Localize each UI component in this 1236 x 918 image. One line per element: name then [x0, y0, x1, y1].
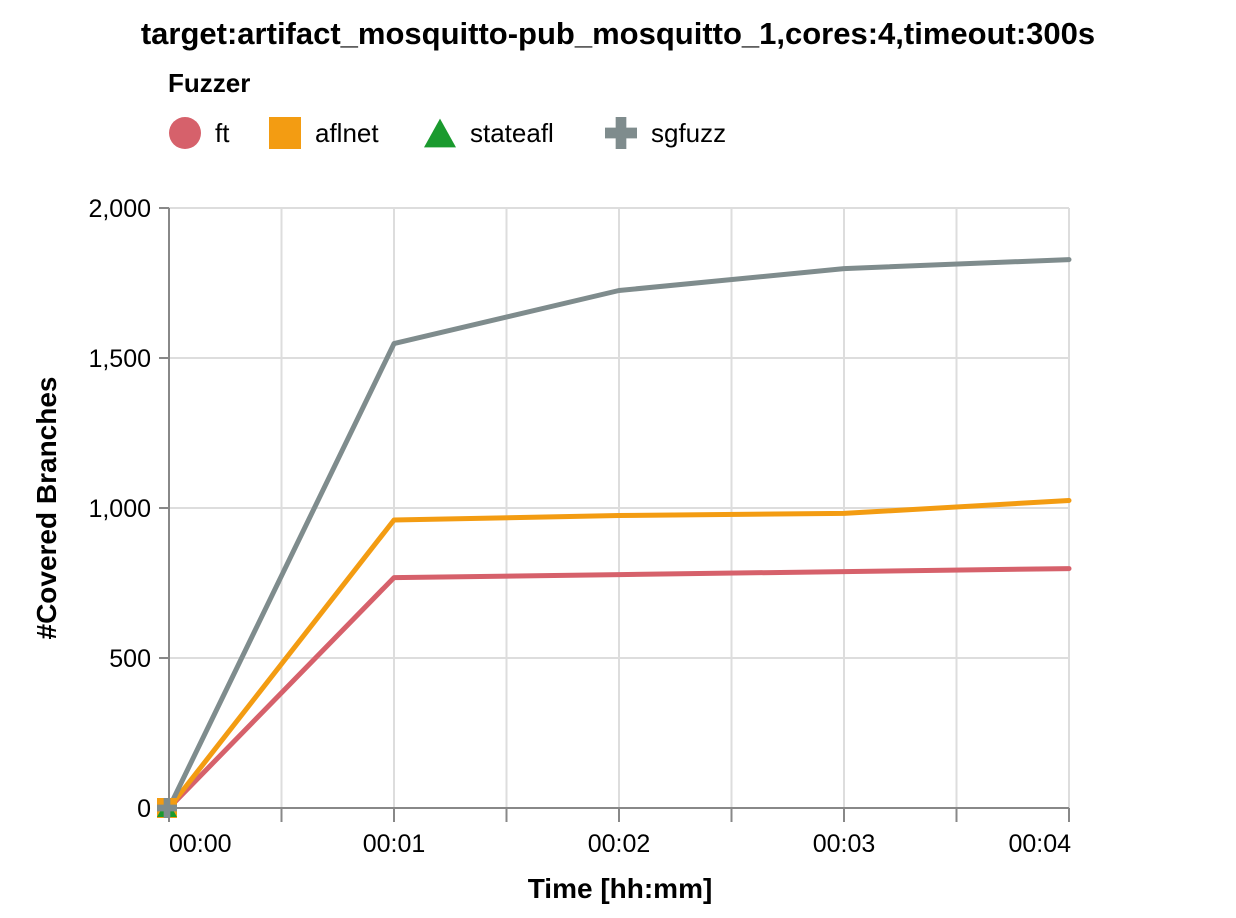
- legend-label-ft: ft: [215, 118, 230, 148]
- y-tick-label: 500: [109, 645, 151, 673]
- legend-label-aflnet: aflnet: [315, 118, 379, 148]
- x-axis-title: Time [hh:mm]: [528, 873, 713, 904]
- series-marker-sgfuzz: [157, 798, 177, 818]
- legend-symbol-stateafl: [424, 118, 456, 148]
- y-tick-label: 1,500: [88, 345, 151, 373]
- x-tick-label: 00:04: [1008, 830, 1071, 858]
- y-axis-title: #Covered Branches: [31, 376, 62, 639]
- series-lines: [166, 257, 1072, 811]
- y-tick-label: 2,000: [88, 195, 151, 223]
- series-line-sgfuzz: [166, 257, 1072, 811]
- grid: [168, 207, 1070, 809]
- legend-symbol-sgfuzz: [605, 117, 637, 149]
- x-tick-label: 00:01: [363, 830, 426, 858]
- legend-label-sgfuzz: sgfuzz: [651, 118, 726, 148]
- legend-symbol-aflnet: [269, 117, 301, 149]
- legend: ft aflnet stateafl sgfuzz: [169, 117, 726, 149]
- x-tick-label: 00:02: [588, 830, 651, 858]
- legend-symbol-ft: [169, 117, 201, 149]
- series-line-ft: [166, 566, 1072, 811]
- series-line-aflnet: [166, 498, 1072, 811]
- chart-title: target:artifact_mosquitto-pub_mosquitto_…: [141, 16, 1095, 51]
- legend-label-stateafl: stateafl: [470, 118, 554, 148]
- y-tick-label: 0: [137, 795, 151, 823]
- x-tick-label: 00:00: [169, 830, 232, 858]
- x-tick-label: 00:03: [813, 830, 876, 858]
- axes: 0 500 1,000 1,500 2,000 00:00 00:01 00:02 00:03 0…: [88, 195, 1071, 858]
- start-markers: [157, 798, 177, 818]
- legend-title: Fuzzer: [168, 68, 250, 98]
- y-tick-label: 1,000: [88, 495, 151, 523]
